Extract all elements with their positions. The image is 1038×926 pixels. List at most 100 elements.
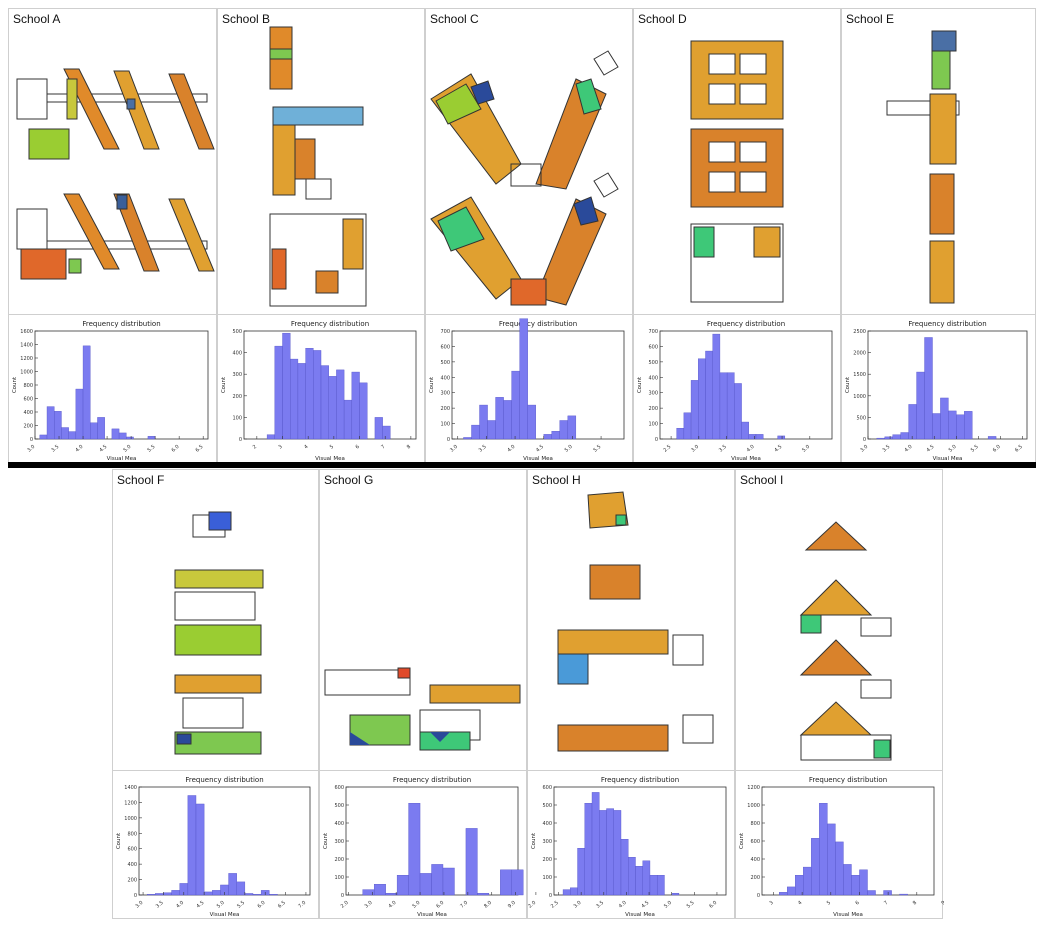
histogram-bar [431,864,444,896]
y-tick-label: 600 [750,839,760,845]
histogram-bar [118,432,127,440]
panel-school-c: School C Frequency distribution 0 100 200 30… [425,8,633,463]
x-tick-label: 5 [826,900,832,907]
x-tick-label: 6.5 [195,444,205,454]
y-tick-label: 200 [648,406,658,412]
y-tick-label: 200 [334,857,344,863]
histogram-bar [676,427,685,440]
histogram-school-i: Frequency distribution 0 200 400 600 800 1000 1… [736,770,947,918]
histogram-bar [187,795,197,896]
x-tick-label: 6.0 [171,444,181,454]
x-tick-label: 5.5 [970,444,980,454]
x-tick-label: 6.0 [435,900,445,910]
x-axis-label: Visual Mea [315,456,345,462]
histogram-bar [39,434,48,440]
histogram-bar [964,411,973,440]
histogram-bar [562,889,571,896]
y-tick-label: 400 [334,821,344,827]
y-tick-label: 200 [440,406,450,412]
histogram-bar [212,890,221,896]
x-tick-label: 8.0 [483,900,493,910]
histogram-bar [408,803,421,896]
histogram-bar [147,436,156,440]
x-tick-label: 3.0 [690,444,700,454]
y-tick-label: 500 [440,360,450,366]
histogram-bar [551,431,560,440]
y-axis-label: Count [739,832,745,849]
y-tick-label: 1000 [124,816,137,822]
x-tick-label: 5.0 [216,900,226,910]
histogram-bar [442,867,455,896]
panel-school-g: School G Frequency distribution 0 100 200 30… [319,469,527,919]
histogram-bar [932,413,941,440]
x-tick-label: 4.0 [74,444,84,454]
x-tick-label: 9.0 [507,900,517,910]
histogram-bar [68,431,77,440]
histogram-bar [734,383,742,440]
histogram-bar [671,892,680,896]
x-tick-label: 5.0 [564,444,574,454]
histogram-bar [269,894,278,896]
panel-school-e: School E Frequency distribution 0 500 1000 1… [841,8,1036,463]
histogram-school-c: Frequency distribution 0 100 200 300 400 500 60… [426,314,632,462]
panel-title: School B [222,12,271,26]
histogram-bar [620,838,629,896]
histogram-bar [111,428,120,440]
histogram-bar [987,436,997,440]
histogram-bar [82,345,91,440]
histogram-bar [228,873,237,896]
chart-title: Frequency distribution [185,776,263,784]
x-axis-label: Visual Mea [417,912,447,918]
histogram-bar [683,412,692,440]
x-tick-label: 4.5 [926,444,936,454]
histogram-bar [940,397,949,440]
histogram-bar [373,883,386,896]
y-tick-label: 100 [542,875,552,881]
y-tick-label: 1400 [124,785,137,791]
x-tick-label: 3.5 [881,444,891,454]
floor-plan-school-a [16,68,215,280]
y-tick-label: 0 [863,437,866,443]
x-tick-label: 7.0 [297,900,307,910]
panel-title: School H [532,473,581,487]
y-tick-label: 500 [334,803,344,809]
x-tick-label: 4.0 [175,900,185,910]
y-tick-label: 400 [440,375,450,381]
panel-school-h: School H Frequency distribution 0 100 200 30… [527,469,735,919]
y-tick-label: 600 [23,397,33,403]
x-axis-label: Visual Mea [523,456,553,462]
histogram-bar [46,406,55,440]
y-tick-label: 200 [127,878,137,884]
row-divider [8,462,1036,468]
y-tick-label: 0 [655,437,658,443]
y-tick-label: 800 [127,831,137,837]
floor-plan-school-h [557,491,714,752]
histogram-bar [396,874,409,896]
x-tick-label: 6.0 [708,900,718,910]
x-tick-label: 2.0 [528,900,537,910]
x-tick-label: 6.5 [1014,444,1024,454]
x-tick-label: 4 [303,444,309,451]
histogram-bar [54,411,62,440]
chart-title: Frequency distribution [809,776,887,784]
y-tick-label: 200 [750,875,760,881]
y-tick-label: 600 [648,344,658,350]
y-tick-label: 2500 [853,329,866,335]
x-tick-label: 3.5 [478,444,488,454]
histogram-bar [867,890,876,896]
x-tick-label: 4.0 [618,900,628,910]
histogram-school-d: Frequency distribution 0 100 200 300 400 500 60… [634,314,840,462]
histogram-bar [690,380,699,440]
histogram-bar [705,350,713,440]
y-tick-label: 300 [440,391,450,397]
histogram-bar [305,348,314,440]
x-tick-label: 4.5 [195,900,205,910]
chart-title: Frequency distribution [499,320,577,328]
histogram-bar [382,425,391,440]
panel-title: School A [13,12,61,26]
x-tick-label: 6.5 [277,900,287,910]
y-axis-label: Count [116,832,122,849]
floor-plan-school-g [324,667,521,751]
y-tick-label: 1600 [20,329,33,335]
x-tick-label: 3 [768,900,774,907]
